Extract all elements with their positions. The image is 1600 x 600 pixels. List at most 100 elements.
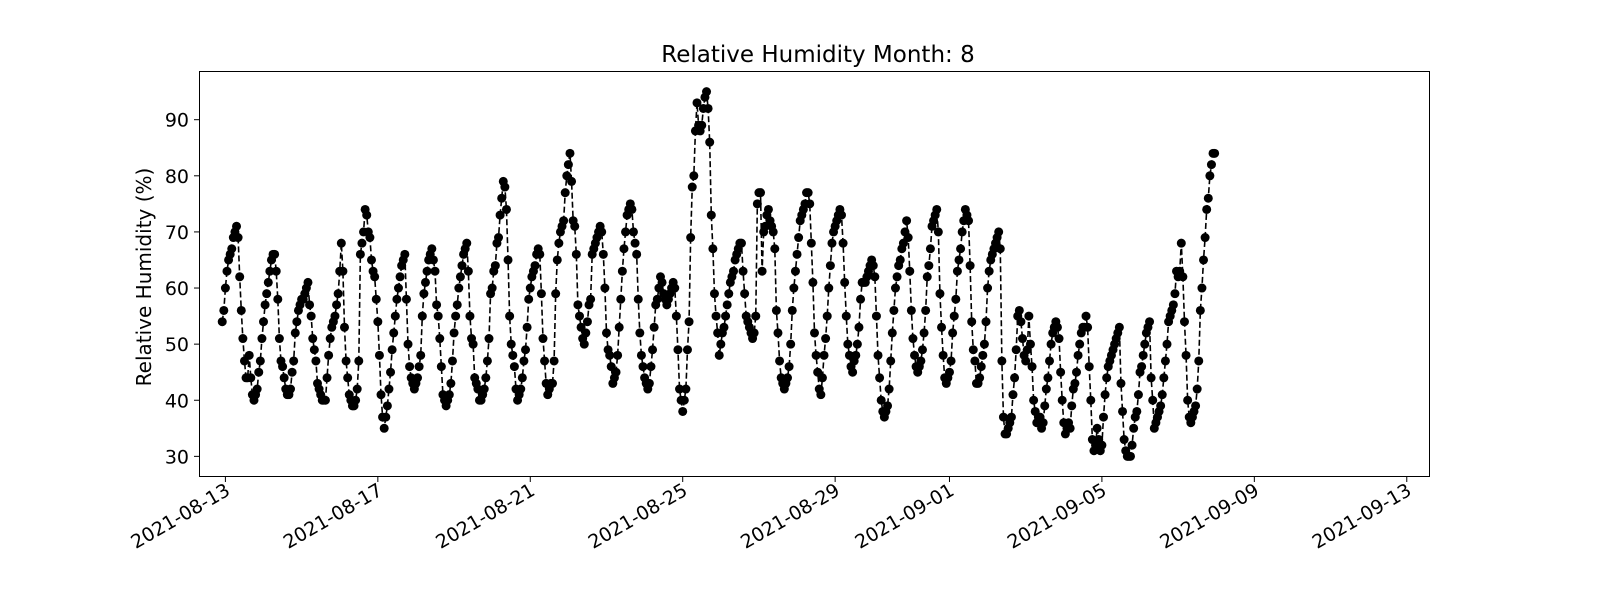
x-tick-label: 2021-09-05 [1004,479,1111,553]
data-point [463,266,473,276]
data-point [1043,373,1053,383]
data-point [535,249,545,259]
data-point [678,406,688,416]
data-point [803,188,813,198]
data-point [978,350,988,360]
data-point [222,266,232,276]
data-point [816,390,826,400]
data-point [1192,384,1202,394]
data-point [1183,395,1193,405]
data-point [549,356,559,366]
data-point [386,367,396,377]
data-point [306,311,316,321]
data-point [414,362,424,372]
data-point [970,356,980,366]
data-point [1024,311,1034,321]
data-point [787,305,797,315]
plot-frame [199,71,1430,477]
data-point [289,356,299,366]
data-point [819,350,829,360]
data-point [505,311,515,321]
data-point [968,345,978,355]
data-point [1129,423,1139,433]
data-point [1070,378,1080,388]
data-point [794,233,804,243]
data-point [366,255,376,265]
data-point [673,345,683,355]
data-point [370,272,380,282]
data-point [1194,356,1204,366]
data-point [965,261,975,271]
data-point [736,238,746,248]
data-point [876,395,886,405]
data-point [454,283,464,293]
data-point [582,317,592,327]
data-point [395,272,405,282]
data-point [994,227,1004,237]
data-point [252,384,262,394]
y-tick-label: 80 [165,166,189,188]
data-point [570,221,580,231]
data-point [984,266,994,276]
data-point [487,283,497,293]
data-point [686,233,696,243]
data-point [1083,322,1093,332]
data-point [792,249,802,259]
data-point [601,328,611,338]
data-point [1072,367,1081,377]
data-point [709,289,719,299]
data-point [757,266,767,276]
data-point [324,350,334,360]
data-point [220,283,230,293]
data-point [817,373,827,383]
data-point [271,266,281,276]
data-point [671,311,681,321]
data-point [957,227,967,237]
data-point [716,339,726,349]
data-point [417,311,427,321]
data-point [274,334,284,344]
data-point [560,188,570,198]
data-point [908,334,918,344]
data-series [217,87,1220,461]
data-point [789,283,799,293]
data-point [1073,350,1083,360]
data-point [508,350,518,360]
data-point [600,283,610,293]
data-point [1199,255,1209,265]
data-point [1018,334,1028,344]
data-point [338,266,348,276]
y-tick-label: 30 [165,446,189,468]
data-point [516,384,526,394]
data-point [752,199,762,209]
data-point [810,328,819,338]
data-point [1181,350,1191,360]
data-point [565,148,575,158]
data-point [773,328,783,338]
data-point [393,283,403,293]
data-point [462,238,472,248]
data-point [548,378,557,388]
data-point [419,289,429,299]
data-point [500,182,510,192]
data-point [1118,406,1128,416]
data-point [575,311,584,321]
data-point [635,328,645,338]
data-point [1140,339,1150,349]
data-point [770,244,780,254]
data-point [749,328,759,338]
data-point [825,261,835,271]
data-point [238,334,248,344]
data-point [892,272,902,282]
data-point [1168,300,1178,310]
data-point [490,261,500,271]
data-point [711,311,721,321]
x-tick-label: 2021-08-17 [280,479,387,553]
data-point [976,362,986,372]
x-tick-label: 2021-09-01 [851,479,958,553]
data-point [1206,160,1216,170]
data-point [854,322,864,332]
data-point [648,345,658,355]
data-point [332,300,342,310]
data-point [613,350,623,360]
